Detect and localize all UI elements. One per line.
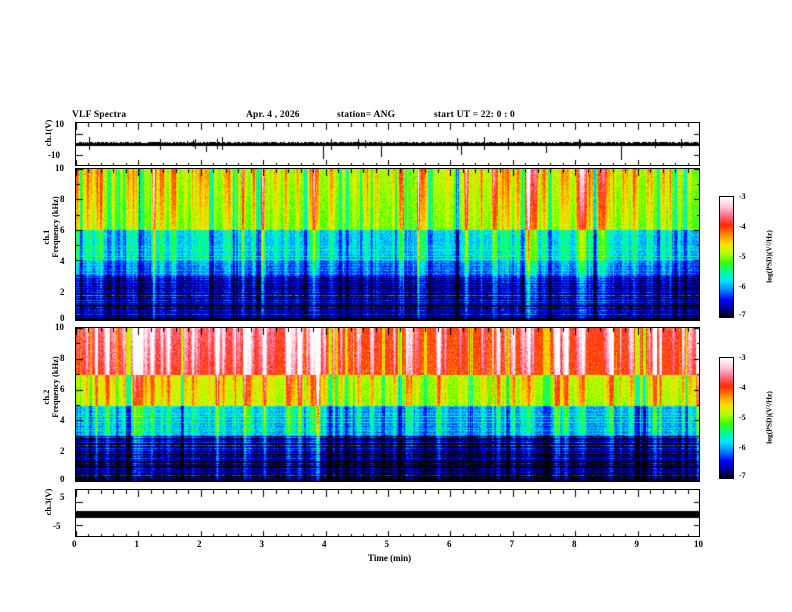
xtick-9: 9 [634,539,640,549]
panel-ch1-volts [75,122,700,166]
colorbar-ch2-tick--5: -5 [739,413,746,422]
colorbar-ch2-tick--6: -6 [739,443,746,452]
panel-ch2-spectrogram [75,327,700,482]
colorbar-ch1-tick--6: -6 [739,282,746,291]
xtick-6: 6 [447,539,452,549]
colorbar-ch1-tick--3: -3 [739,192,746,201]
xtick-7: 7 [509,539,515,549]
ytick-ch1v-top: 10 [55,119,64,129]
colorbar-ch2 [719,357,734,479]
ytick-ch1v-bottom: -10 [48,150,60,160]
xtick-8: 8 [572,539,577,549]
panel-ch3-volts [75,489,700,537]
colorbar-ch1-tick--5: -5 [739,252,746,261]
colorbar-ch2-tick--4: -4 [739,383,746,392]
ytick-ch1f-10: 10 [55,163,64,173]
ytick-ch2f-2: 2 [60,446,65,456]
observation-date: Apr. 4 , 2026 [246,110,300,120]
panel-ch2-spec-ylabel-freq: Frequency (kHz) [50,356,60,418]
colorbar-ch2-tick--7: -7 [739,471,746,480]
ytick-ch1f-2: 2 [60,287,65,297]
ytick-ch1f-4: 4 [60,256,65,266]
ytick-ch3v-bottom: -5 [53,521,61,531]
colorbar-ch1-tick--4: -4 [739,222,746,231]
colorbar-ch2-tick--3: -3 [739,353,746,362]
colorbar-ch1-label: log(PSD)(V²/Hz) [764,230,774,283]
xtick-2: 2 [197,539,202,549]
ytick-ch2f-6: 6 [60,384,65,394]
x-axis-label: Time (min) [368,553,412,563]
colorbar-ch1-tick--7: -7 [739,310,746,319]
xtick-3: 3 [259,539,265,549]
ytick-ch2f-10: 10 [55,322,64,332]
ytick-ch1f-6: 6 [60,225,65,235]
start-ut-label: start UT = 22: 0 : 0 [434,110,516,120]
ytick-ch2f-4: 4 [60,415,65,425]
xtick-1: 1 [134,539,140,549]
panel-ch1-spectrogram [75,168,700,321]
xtick-5: 5 [384,539,390,549]
station-label: station= ANG [337,110,396,120]
ytick-ch2f-8: 8 [60,353,65,363]
panel-ch1-spec-ylabel-freq: Frequency (kHz) [50,196,60,258]
ytick-ch3v-top: 5 [60,492,65,502]
figure-title: VLF Spectra [72,110,127,120]
colorbar-ch2-label: log(PSD)(V²/Hz) [764,391,774,444]
xtick-4: 4 [322,539,327,549]
ytick-ch2f-0: 0 [60,474,65,484]
panel-ch1-volts-ylabel: ch.1(V) [43,119,53,147]
ytick-ch1f-8: 8 [60,194,65,204]
xtick-0: 0 [72,539,77,549]
panel-ch3-volts-ylabel: ch.3(V) [43,488,53,516]
ytick-ch1f-0: 0 [60,313,65,323]
xtick-10: 10 [694,539,703,549]
colorbar-ch1 [719,196,734,318]
